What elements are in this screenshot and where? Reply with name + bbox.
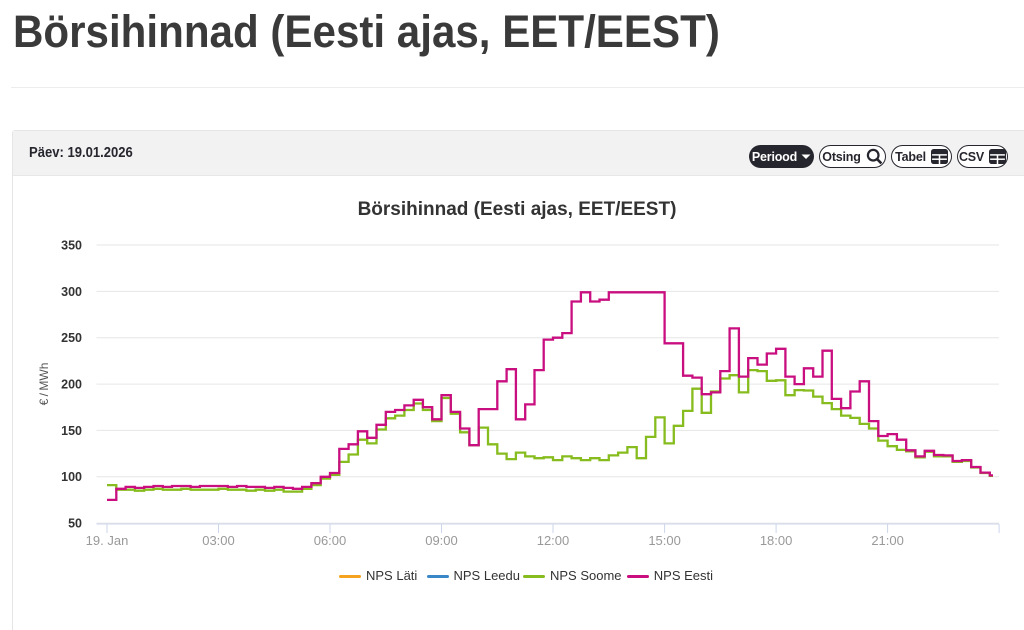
svg-text:300: 300 — [61, 285, 82, 299]
svg-text:200: 200 — [61, 378, 82, 392]
svg-text:06:00: 06:00 — [314, 533, 347, 548]
svg-text:09:00: 09:00 — [425, 533, 458, 548]
svg-text:15:00: 15:00 — [648, 533, 681, 548]
svg-text:12:00: 12:00 — [537, 533, 570, 548]
svg-text:350: 350 — [61, 239, 82, 253]
svg-text:€ / MWh: € / MWh — [37, 363, 51, 406]
svg-text:150: 150 — [61, 424, 82, 438]
svg-text:Börsihinnad (Eesti ajas, EET/E: Börsihinnad (Eesti ajas, EET/EEST) — [358, 199, 677, 220]
svg-text:250: 250 — [61, 331, 82, 345]
svg-text:03:00: 03:00 — [202, 533, 235, 548]
svg-text:100: 100 — [61, 470, 82, 484]
svg-text:21:00: 21:00 — [871, 533, 904, 548]
svg-text:50: 50 — [68, 517, 82, 531]
svg-text:18:00: 18:00 — [760, 533, 793, 548]
svg-text:19. Jan: 19. Jan — [86, 533, 129, 548]
